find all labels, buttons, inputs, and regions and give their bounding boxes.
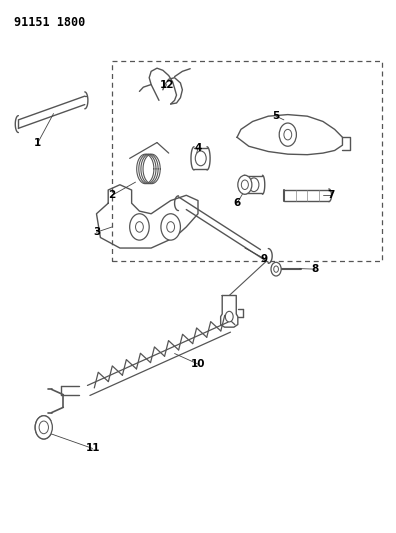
Text: 10: 10 <box>191 359 205 369</box>
Circle shape <box>195 151 206 166</box>
Circle shape <box>135 222 143 232</box>
Circle shape <box>238 175 252 194</box>
Circle shape <box>167 222 175 232</box>
Text: 2: 2 <box>109 190 116 200</box>
Circle shape <box>35 416 52 439</box>
Text: 8: 8 <box>312 264 319 274</box>
Text: 1: 1 <box>34 138 42 148</box>
Text: 5: 5 <box>272 111 280 121</box>
Text: 11: 11 <box>85 443 100 454</box>
Text: 7: 7 <box>327 190 335 200</box>
Text: 4: 4 <box>194 143 202 153</box>
Text: 6: 6 <box>233 198 241 208</box>
Circle shape <box>284 130 292 140</box>
Circle shape <box>279 123 296 146</box>
Circle shape <box>39 421 48 434</box>
Circle shape <box>249 178 259 191</box>
Text: 91151 1800: 91151 1800 <box>15 16 86 29</box>
Text: 9: 9 <box>261 254 268 264</box>
Circle shape <box>274 266 278 272</box>
Circle shape <box>271 262 281 276</box>
Circle shape <box>161 214 181 240</box>
Bar <box>112 61 381 261</box>
Text: 12: 12 <box>160 79 174 90</box>
Circle shape <box>129 214 149 240</box>
Text: 3: 3 <box>93 227 100 237</box>
Circle shape <box>225 311 233 322</box>
Circle shape <box>241 180 248 190</box>
